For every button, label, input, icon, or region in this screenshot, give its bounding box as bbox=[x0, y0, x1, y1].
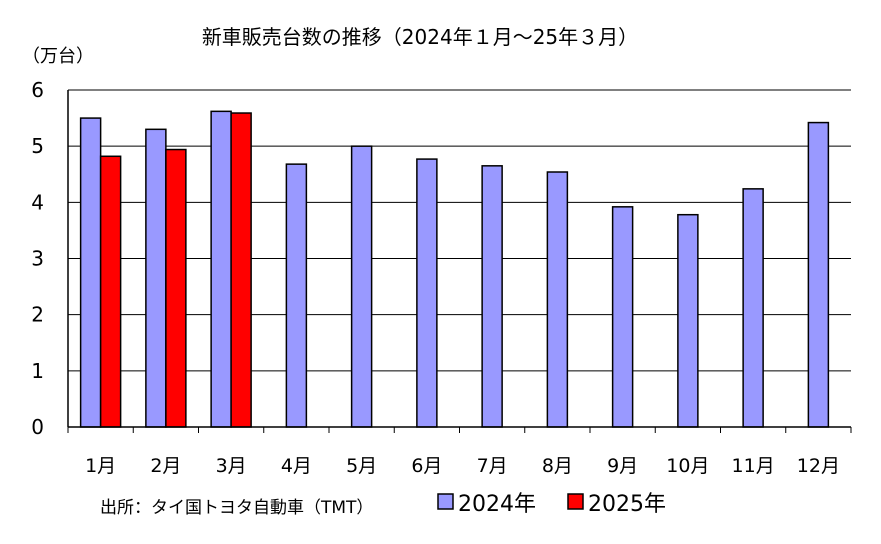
bar-series1 bbox=[79, 117, 102, 428]
bar-series1 bbox=[285, 163, 308, 428]
bar-series2 bbox=[99, 155, 122, 428]
x-tick-label: 4月 bbox=[281, 455, 312, 477]
legend-swatch bbox=[567, 493, 584, 510]
bar-series1 bbox=[350, 145, 373, 428]
bars bbox=[79, 110, 830, 428]
y-tick-label: 0 bbox=[31, 415, 44, 439]
bar-series1 bbox=[145, 128, 167, 428]
x-tick-label: 11月 bbox=[732, 455, 775, 477]
bar-series2 bbox=[165, 148, 187, 428]
bar-series1 bbox=[416, 158, 438, 428]
axes bbox=[67, 90, 852, 433]
gridlines bbox=[68, 89, 851, 372]
y-tick-label: 2 bbox=[31, 303, 44, 327]
x-tick-labels: 1月 2月 3月 4月 5月 6月 7月 8月 9月 10月 11月 12月 bbox=[85, 455, 840, 477]
y-tick-label: 6 bbox=[31, 78, 44, 102]
y-tick-label: 5 bbox=[31, 134, 44, 158]
x-tick-label: 8月 bbox=[542, 455, 573, 477]
y-tick-labels: 0 1 2 3 4 5 6 bbox=[31, 78, 44, 439]
source-note: 出所：タイ国トヨタ自動車（TMT） bbox=[100, 498, 373, 518]
legend: 2024年 2025年 bbox=[437, 492, 666, 517]
legend-label: 2025年 bbox=[588, 492, 666, 517]
x-tick-label: 2月 bbox=[150, 455, 181, 477]
x-tick-label: 3月 bbox=[216, 455, 247, 477]
bar-series1 bbox=[742, 188, 764, 428]
y-tick-label: 3 bbox=[31, 247, 44, 271]
bar-series1 bbox=[677, 213, 699, 428]
x-tick-label: 5月 bbox=[346, 455, 377, 477]
x-tick-label: 6月 bbox=[411, 455, 442, 477]
bar-series1 bbox=[210, 110, 232, 428]
bar-series2 bbox=[230, 112, 252, 428]
x-tick-label: 12月 bbox=[797, 455, 840, 477]
bar-series1 bbox=[807, 121, 830, 428]
legend-label: 2024年 bbox=[458, 492, 536, 517]
bar-series1 bbox=[546, 171, 569, 428]
x-tick-label: 9月 bbox=[607, 455, 638, 477]
y-tick-label: 4 bbox=[31, 190, 44, 214]
x-tick-label: 1月 bbox=[85, 455, 116, 477]
chart-title: 新車販売台数の推移（2024年１月～25年３月） bbox=[202, 25, 638, 49]
bar-series1 bbox=[481, 165, 503, 428]
y-tick-label: 1 bbox=[31, 359, 44, 383]
bar-series1 bbox=[611, 206, 634, 428]
x-tick-label: 7月 bbox=[477, 455, 508, 477]
y-axis-label: （万台） bbox=[22, 46, 94, 67]
legend-swatch bbox=[437, 493, 454, 510]
x-tick-label: 10月 bbox=[666, 455, 709, 477]
